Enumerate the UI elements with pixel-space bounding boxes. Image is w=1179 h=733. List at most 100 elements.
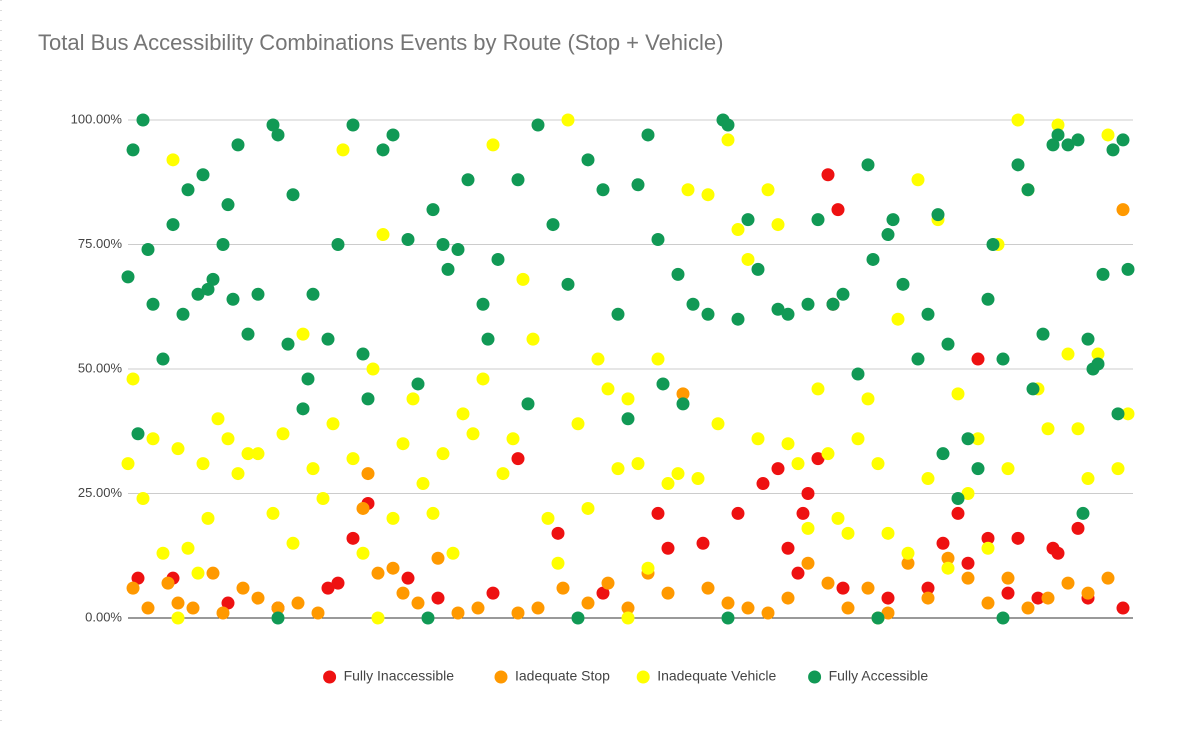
point: [981, 292, 995, 306]
point: [491, 252, 505, 266]
point: [1041, 591, 1055, 605]
point: [241, 327, 255, 341]
point: [326, 417, 340, 431]
point: [811, 213, 825, 227]
point: [801, 556, 815, 570]
point: [431, 551, 445, 565]
point: [241, 447, 255, 461]
point: [426, 203, 440, 217]
point: [271, 128, 285, 142]
point: [971, 352, 985, 366]
point: [476, 297, 490, 311]
point: [911, 173, 925, 187]
point: [126, 372, 140, 386]
point: [421, 611, 435, 625]
point: [191, 566, 205, 580]
point: [981, 596, 995, 610]
legend-label: Fully Accessible: [829, 668, 929, 684]
point: [571, 611, 585, 625]
point: [1021, 183, 1035, 197]
point: [801, 521, 815, 535]
point: [286, 536, 300, 550]
point: [836, 581, 850, 595]
point: [921, 591, 935, 605]
point: [971, 432, 985, 446]
point: [941, 551, 955, 565]
point: [176, 307, 190, 321]
legend-marker: [636, 670, 650, 684]
point: [621, 611, 635, 625]
point: [1046, 138, 1060, 152]
y-tick-label: 0.00%: [85, 609, 122, 624]
point: [306, 287, 320, 301]
point: [286, 188, 300, 202]
point: [1091, 347, 1105, 361]
point: [1116, 601, 1130, 615]
y-tick-label: 25.00%: [78, 485, 123, 500]
point: [866, 252, 880, 266]
point: [841, 526, 855, 540]
point: [511, 606, 525, 620]
point: [136, 113, 150, 127]
point: [301, 372, 315, 386]
point: [781, 437, 795, 451]
point: [1076, 506, 1090, 520]
point: [546, 218, 560, 232]
point: [346, 118, 360, 132]
point: [516, 272, 530, 286]
point: [751, 432, 765, 446]
point: [226, 292, 240, 306]
point: [811, 452, 825, 466]
point: [781, 541, 795, 555]
point: [141, 601, 155, 615]
point: [771, 462, 785, 476]
point: [671, 467, 685, 481]
point: [271, 601, 285, 615]
point: [996, 352, 1010, 366]
point: [941, 561, 955, 575]
point: [961, 556, 975, 570]
point: [1001, 571, 1015, 585]
point: [741, 252, 755, 266]
point: [1061, 576, 1075, 590]
point: [1121, 407, 1135, 421]
point: [1106, 143, 1120, 157]
point: [671, 267, 685, 281]
point: [356, 347, 370, 361]
point: [701, 581, 715, 595]
point: [366, 362, 380, 376]
point: [831, 511, 845, 525]
point: [1001, 462, 1015, 476]
point: [206, 272, 220, 286]
point: [436, 238, 450, 251]
point: [121, 457, 135, 471]
point: [486, 138, 500, 152]
point: [1051, 546, 1065, 560]
point: [376, 228, 390, 242]
point: [596, 586, 610, 600]
point: [861, 392, 875, 406]
point: [331, 238, 345, 251]
point: [1041, 422, 1055, 436]
point: [251, 287, 265, 301]
point: [791, 566, 805, 580]
point: [631, 457, 645, 471]
point: [761, 183, 775, 197]
point: [771, 302, 785, 316]
point: [931, 208, 945, 222]
point: [251, 591, 265, 605]
point: [781, 591, 795, 605]
point: [386, 128, 400, 142]
point: [411, 596, 425, 610]
point: [476, 372, 490, 386]
point: [661, 477, 675, 491]
point: [1051, 118, 1065, 132]
point: [681, 183, 695, 197]
point: [131, 571, 145, 585]
point: [796, 506, 810, 520]
point: [196, 168, 210, 182]
point: [821, 576, 835, 590]
point: [801, 487, 815, 500]
point: [171, 442, 185, 456]
point: [1096, 267, 1110, 281]
